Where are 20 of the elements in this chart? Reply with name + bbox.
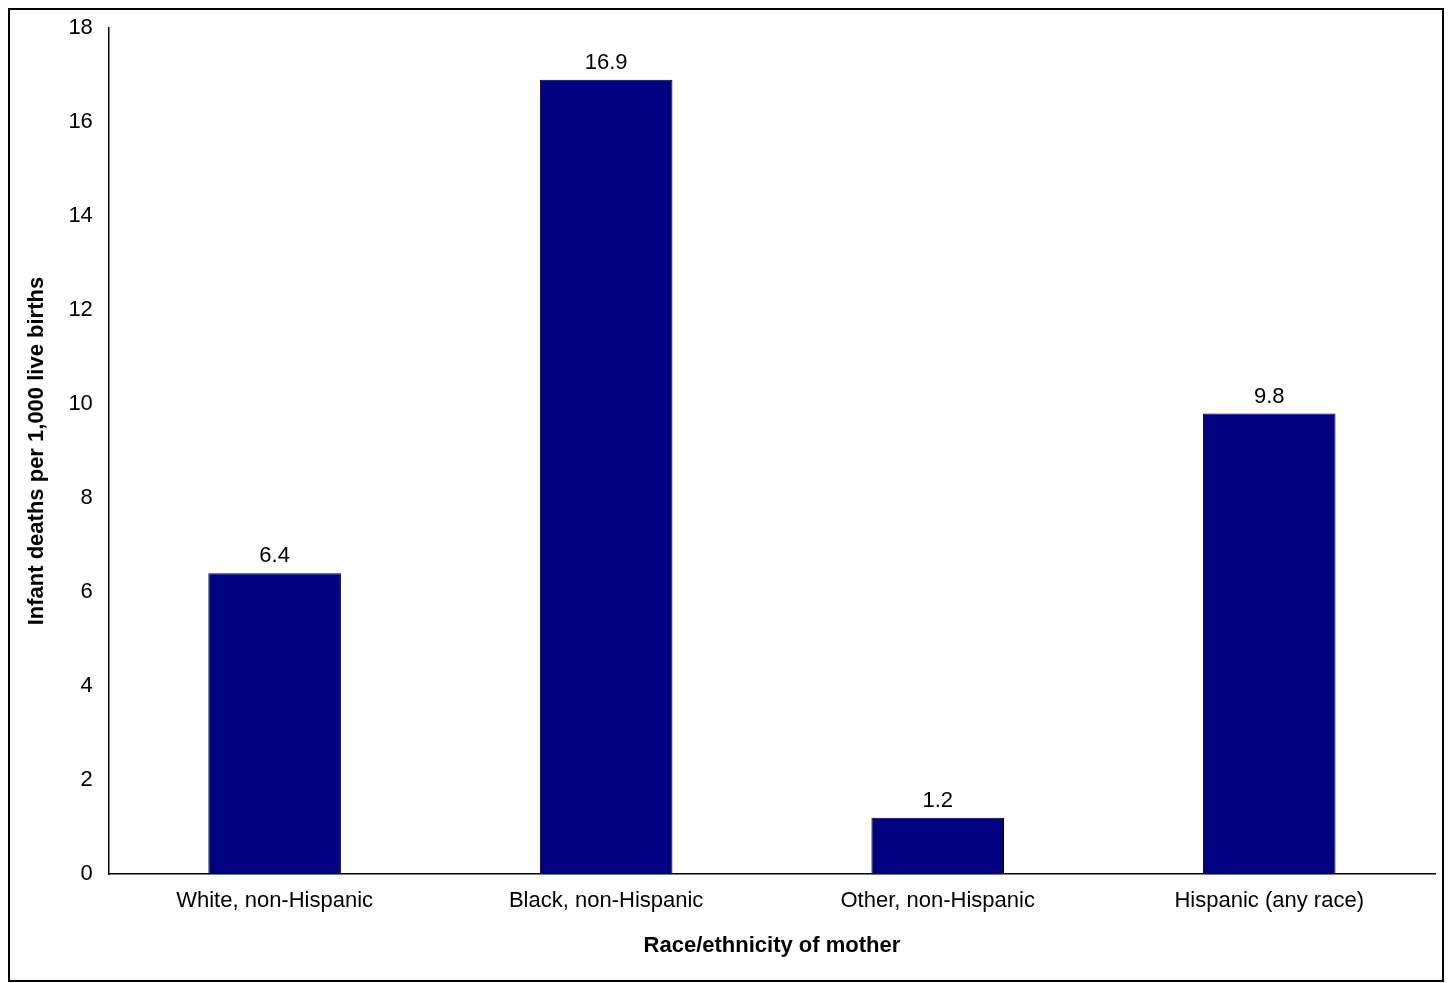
data-label: 9.8: [1253, 382, 1285, 408]
y-axis-title: Infant deaths per 1,000 live births: [23, 276, 49, 626]
y-tick-label: 14: [68, 202, 93, 228]
x-tick-label: Hispanic (any race): [1174, 887, 1364, 913]
y-tick-label: 16: [68, 108, 93, 134]
data-label: 6.4: [259, 542, 290, 568]
x-axis-title: Race/ethnicity of mother: [643, 931, 901, 957]
y-tick-label: 18: [68, 14, 93, 40]
data-label: 1.2: [922, 786, 953, 812]
data-label: 16.9: [584, 48, 628, 74]
x-tick-label: White, non-Hispanic: [176, 887, 374, 913]
x-tick-label: Black, non-Hispanic: [508, 887, 704, 913]
y-tick-label: 12: [68, 296, 93, 322]
y-tick-label: 6: [80, 578, 93, 604]
y-tick-label: 4: [80, 672, 93, 698]
y-tick-label: 8: [80, 484, 93, 510]
x-tick-label: Other, non-Hispanic: [840, 887, 1035, 913]
y-tick-label: 0: [80, 860, 93, 886]
y-tick-label: 10: [68, 390, 93, 416]
y-tick-label: 2: [80, 766, 93, 792]
